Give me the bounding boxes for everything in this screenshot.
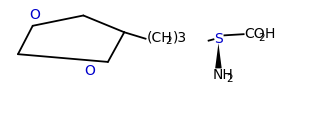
Text: 2: 2 [227, 74, 233, 84]
Text: CO: CO [245, 27, 265, 41]
Text: )3: )3 [173, 30, 187, 44]
Text: 2: 2 [165, 36, 172, 46]
Text: 2: 2 [259, 33, 265, 43]
Text: O: O [29, 9, 40, 22]
Text: O: O [84, 64, 95, 78]
Text: (CH: (CH [146, 30, 172, 44]
Text: NH: NH [213, 68, 233, 82]
Text: H: H [265, 27, 275, 41]
Polygon shape [215, 43, 222, 68]
Text: S: S [214, 32, 223, 46]
